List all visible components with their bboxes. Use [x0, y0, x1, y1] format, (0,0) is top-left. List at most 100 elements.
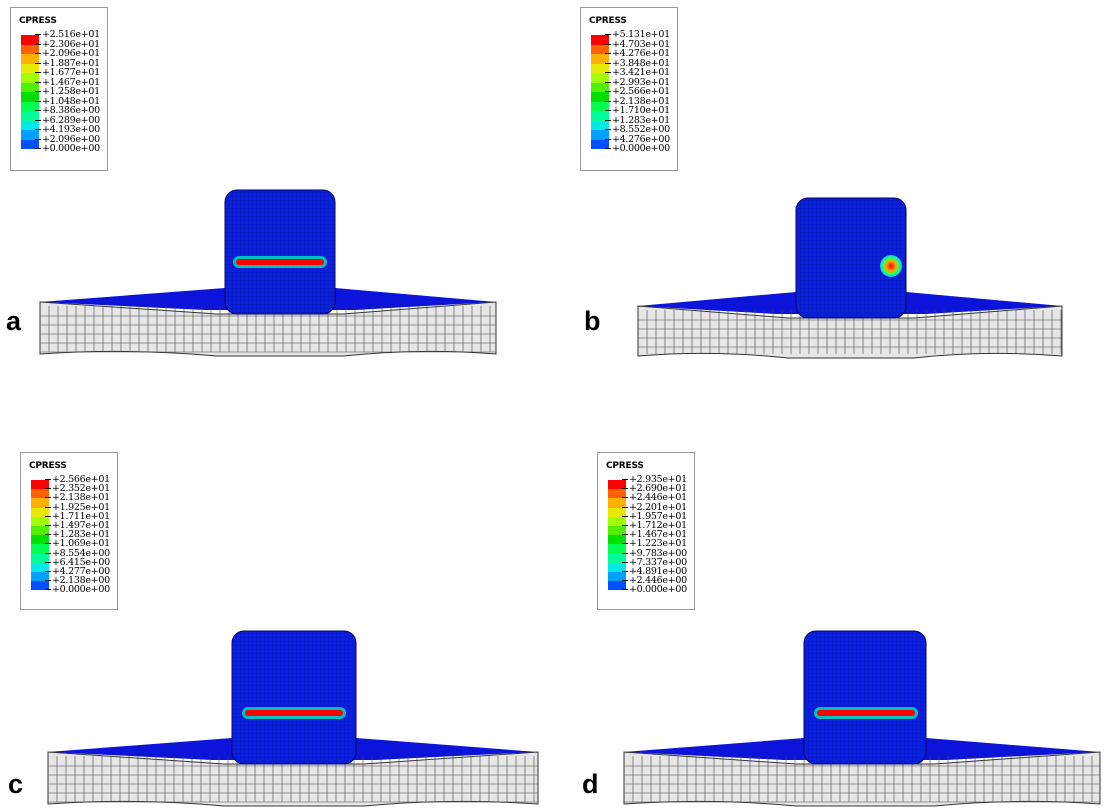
- legend-tick-label: +4.277e+00: [45, 567, 110, 577]
- legend-tick-label: +2.138e+01: [45, 493, 110, 503]
- legend-tick-label: +0.000e+00: [605, 144, 670, 154]
- pressure-strip-core: [817, 710, 915, 716]
- colorbar-swatch: [31, 525, 49, 536]
- legend-tick-label: +1.887e+01: [35, 58, 100, 69]
- legend-tick-label: +4.703e+01: [605, 39, 670, 50]
- legend-tick-label: +1.497e+01: [45, 521, 110, 531]
- legend-tick-label: +1.283e+01: [605, 115, 670, 126]
- panel-b: CPRESS +5.131e+01 +4.703e+01 +4.276e+01 +3.…: [552, 0, 1104, 404]
- panel-label-b: b: [584, 306, 601, 336]
- legend-tick-label: +2.352e+01: [45, 484, 110, 494]
- colorbar-swatch: [31, 562, 49, 572]
- colorbar-swatch: [31, 516, 49, 526]
- panel-c: CPRESS +2.566e+01 +2.352e+01 +2.138e+01 +1.…: [0, 405, 552, 809]
- colorbar-swatch: [21, 120, 39, 130]
- legend-tick-label: +8.552e+00: [605, 125, 670, 135]
- legend-tick-label: +2.138e+01: [605, 96, 670, 107]
- legend-tick-label: +7.337e+00: [622, 557, 687, 568]
- legend-title: CPRESS: [19, 16, 57, 26]
- colorbar-swatch: [21, 82, 39, 92]
- legend-tick-label: +1.467e+01: [622, 530, 687, 540]
- panel-a: CPRESS +2.516e+01 +2.306e+01 +2.096e+01 +1.…: [0, 0, 552, 404]
- legend-tick-label: +2.446e+01: [622, 493, 687, 503]
- pin-body: [795, 197, 907, 319]
- legend-tick-label: +0.000e+00: [45, 585, 110, 595]
- legend-tick-label: +5.131e+01: [605, 30, 670, 40]
- fe-model-a: [39, 189, 497, 357]
- colorbar-swatch: [591, 63, 609, 73]
- legend-tick-label: +2.138e+00: [45, 576, 110, 586]
- colorbar-swatch: [591, 54, 609, 64]
- colorbar-swatch: [21, 111, 39, 121]
- colorbar-swatch: [608, 581, 626, 591]
- colorbar-swatch: [608, 525, 626, 536]
- legend-tick-label: +4.276e+00: [605, 134, 670, 145]
- colorbar-swatch: [31, 498, 49, 508]
- colorbar-swatch: [21, 130, 39, 140]
- colorbar-swatch: [608, 571, 626, 582]
- colorbar-swatch: [591, 92, 609, 102]
- base-mesh: [40, 306, 496, 353]
- colorbar-swatch: [31, 489, 49, 499]
- colorbar-swatch: [21, 54, 39, 64]
- colorbar-swatch: [21, 73, 39, 83]
- colorbar-swatch: [608, 535, 626, 545]
- colorbar-swatch: [21, 35, 39, 45]
- legend-tick-label: +6.415e+00: [45, 557, 110, 568]
- panel-label-c: c: [8, 769, 24, 799]
- pressure-strip-core: [236, 259, 324, 265]
- legend-tick-label: +1.925e+01: [45, 502, 110, 513]
- legend-tick-label: +2.446e+00: [622, 576, 687, 586]
- colorbar-swatch: [21, 101, 39, 111]
- legend-tick-label: +3.421e+01: [605, 68, 670, 78]
- legend-tick-label: +1.712e+01: [622, 521, 687, 531]
- fe-model-d: [623, 630, 1101, 807]
- legend-tick-label: +9.783e+00: [622, 548, 687, 559]
- colorbar-swatch: [591, 120, 609, 130]
- legend-tick-label: +1.258e+01: [35, 87, 100, 97]
- colorbar-swatch: [591, 44, 609, 54]
- legend-tick-label: +2.566e+01: [605, 87, 670, 97]
- panel-d: CPRESS +2.935e+01 +2.690e+01 +2.446e+01 +2.…: [552, 405, 1104, 809]
- panel-label-a: a: [6, 306, 22, 336]
- fe-model-b: [637, 197, 1063, 359]
- legend-tick-label: +4.193e+00: [35, 125, 100, 135]
- colorbar-b: [591, 35, 609, 149]
- legend-tick-label: +6.289e+00: [35, 115, 100, 126]
- legend-tick-label: +1.223e+01: [622, 539, 687, 549]
- panel-label-d: d: [582, 769, 599, 799]
- legend-a: CPRESS +2.516e+01 +2.306e+01 +2.096e+01 +1.…: [10, 7, 108, 171]
- colorbar-a: [21, 35, 39, 149]
- colorbar-swatch: [591, 130, 609, 140]
- legend-tick-label: +8.386e+00: [35, 106, 100, 116]
- fe-model-c: [47, 630, 539, 807]
- colorbar-swatch: [608, 507, 626, 517]
- legend-tick-label: +4.891e+00: [622, 567, 687, 577]
- legend-tick-label: +2.306e+01: [35, 39, 100, 50]
- legend-tick-label: +1.710e+01: [605, 106, 670, 116]
- legend-tick-label: +8.554e+00: [45, 548, 110, 559]
- legend-title: CPRESS: [29, 461, 67, 471]
- legend-tick-label: +2.935e+01: [622, 475, 687, 485]
- legend-tick-label: +2.690e+01: [622, 484, 687, 494]
- pressure-spot: [880, 255, 902, 277]
- colorbar-swatch: [31, 581, 49, 591]
- legend-tick-label: +2.096e+01: [35, 49, 100, 59]
- base-solid: [637, 305, 1063, 359]
- legend-tick-label: +2.096e+00: [35, 134, 100, 145]
- legend-tick-label: +0.000e+00: [622, 585, 687, 595]
- colorbar-swatch: [608, 553, 626, 563]
- colorbar-swatch: [608, 489, 626, 499]
- legend-tick-label: +2.993e+01: [605, 77, 670, 88]
- legend-tick-label: +3.848e+01: [605, 58, 670, 69]
- legend-tick-label: +4.276e+01: [605, 49, 670, 59]
- colorbar-swatch: [608, 516, 626, 526]
- legend-tick-label: +2.201e+01: [622, 502, 687, 513]
- colorbar-swatch: [21, 92, 39, 102]
- legend-title: CPRESS: [589, 16, 627, 26]
- colorbar-swatch: [591, 101, 609, 111]
- legend-tick-label: +1.069e+01: [45, 539, 110, 549]
- legend-c: CPRESS +2.566e+01 +2.352e+01 +2.138e+01 +1.…: [20, 452, 118, 610]
- pin-body: [231, 630, 357, 765]
- colorbar-swatch: [31, 571, 49, 582]
